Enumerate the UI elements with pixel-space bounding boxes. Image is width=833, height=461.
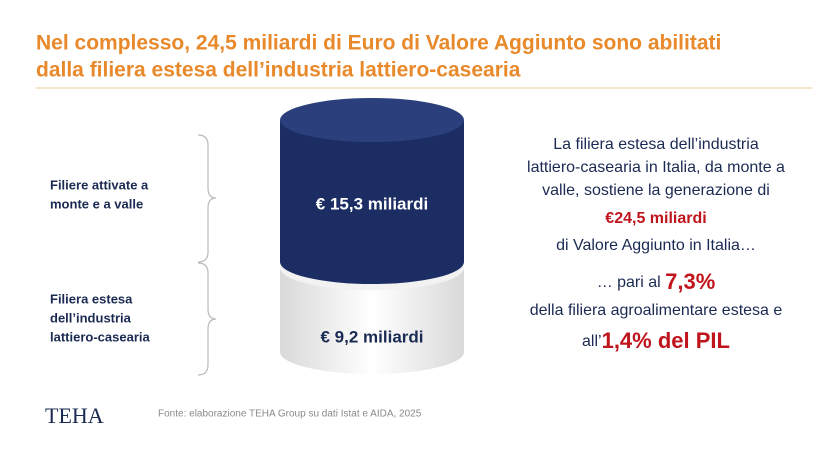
body-text: all’1,4% del PIL <box>582 328 730 353</box>
brace <box>197 134 217 263</box>
text-part: all’ <box>582 333 602 350</box>
text-part: … pari al <box>597 274 665 291</box>
body-text: di Valore Aggiunto in Italia… <box>556 237 756 254</box>
cylinder-cap <box>280 98 464 142</box>
cylinder-bottom <box>280 268 464 374</box>
highlight: 1,4% del PIL <box>602 328 730 353</box>
segment-value: € 15,3 miliardi <box>316 194 428 213</box>
label: lattiero-casearia <box>50 329 150 344</box>
title: dalla filiera estesa dell’industria latt… <box>36 59 521 82</box>
cylinder-top <box>280 120 464 284</box>
label: monte e a valle <box>50 196 143 211</box>
label: dell’industria <box>50 310 132 325</box>
body-text: La filiera estesa dell’industria <box>553 136 759 153</box>
brace <box>197 262 217 376</box>
body-text: lattiero-casearia in Italia, da monte a <box>527 159 785 176</box>
logo: TEHA <box>45 403 104 428</box>
source: Fonte: elaborazione TEHA Group su dati I… <box>158 409 422 420</box>
title: Nel complesso, 24,5 miliardi di Euro di … <box>36 32 721 55</box>
highlight: 7,3% <box>665 269 715 294</box>
label: Filiera estesa <box>50 291 133 306</box>
body-text: valle, sostiene la generazione di <box>542 182 770 199</box>
label: Filiere attivate a <box>50 177 149 192</box>
body-text: … pari al 7,3% <box>597 269 716 294</box>
highlight: €24,5 miliardi <box>605 210 706 227</box>
body-text: della filiera agroalimentare estesa e <box>530 302 783 319</box>
segment-value: € 9,2 miliardi <box>321 327 424 346</box>
